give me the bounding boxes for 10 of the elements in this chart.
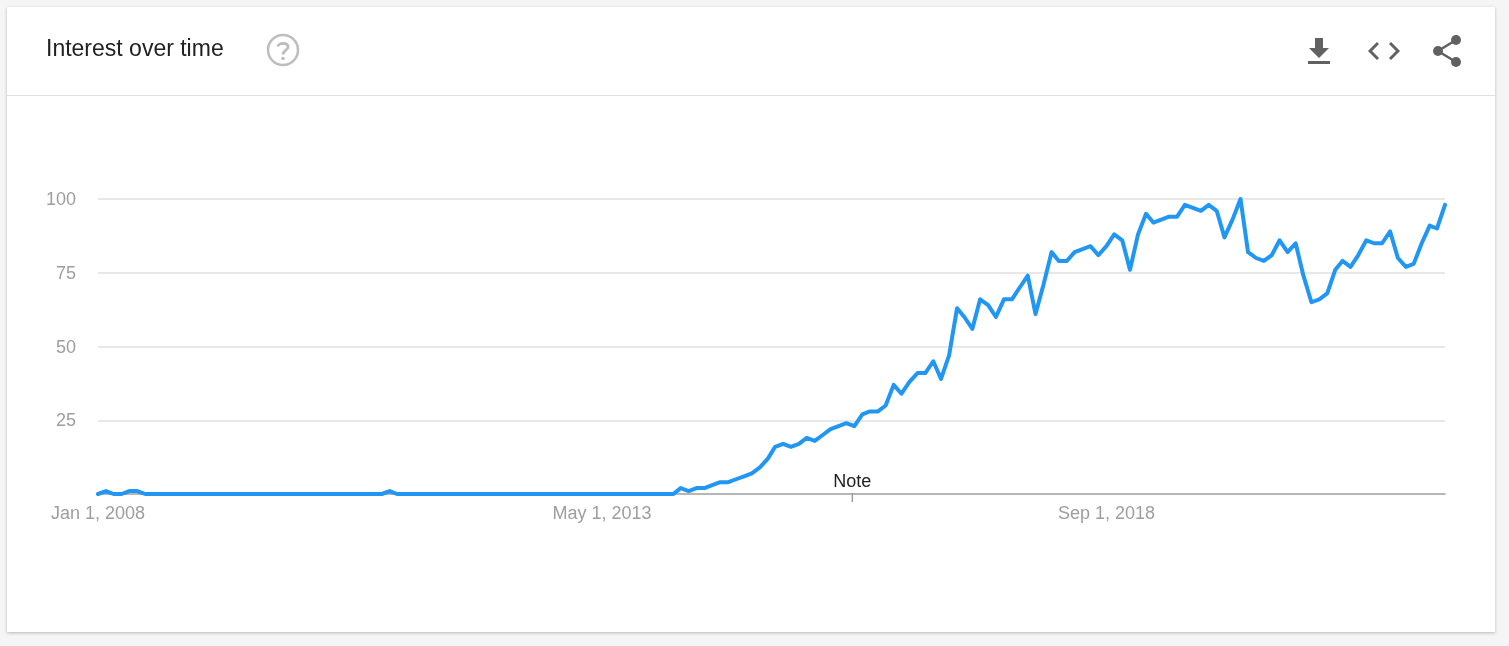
line-series [96, 197, 1447, 496]
y-tick-label: 100 [45, 189, 76, 209]
annotation: Note [833, 471, 872, 491]
y-tick-label: 50 [55, 336, 76, 357]
x-tick-label: Jan 1, 2008 [50, 503, 146, 523]
y-tick-label: 25 [55, 410, 76, 431]
y-tick-label: 75 [55, 262, 76, 283]
x-tick-label: Sep 1, 2018 [1057, 503, 1155, 523]
x-tick-label: May 1, 2013 [552, 503, 652, 523]
chart-title: Interest over time [46, 35, 224, 62]
